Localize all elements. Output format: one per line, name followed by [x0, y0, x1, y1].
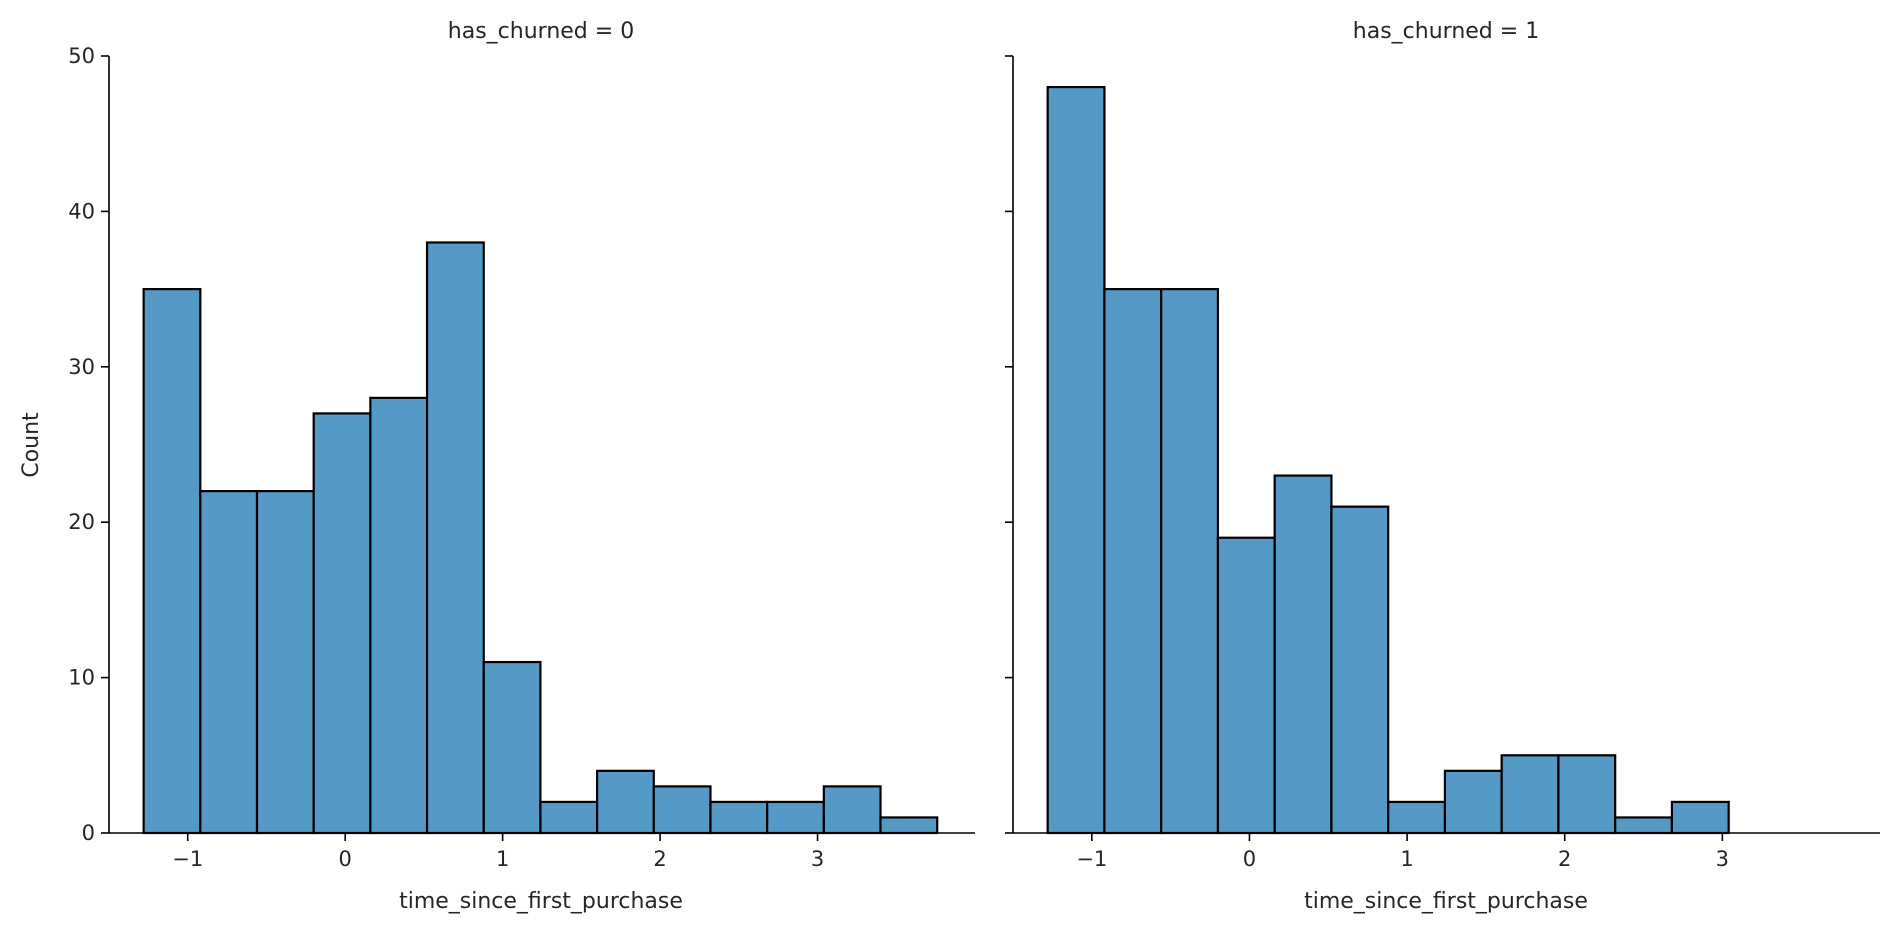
- x-ticks-group: −1 0 1 2 3: [172, 833, 824, 871]
- histogram-bar: [709, 800, 769, 835]
- bars-group: [142, 241, 939, 835]
- histogram-bar: [312, 412, 372, 835]
- y-tick-label: 30: [68, 355, 95, 379]
- histogram-bar: [199, 490, 259, 835]
- x-axis-label: time_since_first_purchase: [1304, 889, 1588, 914]
- histogram-panel-has-churned-1: has_churned = 1 −1 0 1 2 3 time_since_first_…: [1005, 19, 1880, 914]
- y-axis-label: Count: [19, 412, 44, 478]
- x-tick-label: 0: [338, 847, 351, 871]
- x-tick-label: 3: [811, 847, 824, 871]
- y-tick-label: 0: [82, 821, 95, 845]
- x-axis-label: time_since_first_purchase: [399, 889, 683, 914]
- histogram-bar: [1387, 800, 1447, 835]
- panel-title: has_churned = 1: [1353, 19, 1539, 44]
- x-ticks-group: −1 0 1 2 3: [1076, 833, 1729, 871]
- y-ticks-group: [1005, 55, 1013, 834]
- histogram-bar: [369, 396, 429, 835]
- histogram-bar: [1557, 754, 1617, 835]
- histogram-bar: [1614, 816, 1674, 835]
- bars-group: [1046, 85, 1730, 835]
- panel-title: has_churned = 0: [448, 19, 634, 44]
- x-tick-label: −1: [172, 847, 203, 871]
- histogram-bar: [482, 660, 542, 835]
- histogram-bar: [1160, 288, 1220, 835]
- y-tick-label: 40: [68, 199, 95, 223]
- histogram-bar: [1273, 474, 1333, 835]
- y-tick-label: 10: [68, 666, 95, 690]
- x-tick-label: 0: [1243, 847, 1256, 871]
- y-ticks-group: 0 10 20 30 40 50: [68, 44, 109, 845]
- x-tick-label: 1: [1400, 847, 1413, 871]
- histogram-bar: [1216, 536, 1276, 835]
- histogram-bar: [255, 490, 315, 835]
- histogram-bar: [766, 800, 825, 835]
- histogram-bar: [539, 800, 599, 835]
- histogram-bar: [822, 785, 882, 835]
- histogram-panel-has-churned-0: has_churned = 0 0 10 20 30 40 50 −1 0 1 2 3 time_…: [19, 19, 975, 914]
- x-tick-label: 1: [496, 847, 509, 871]
- histogram-bar: [1046, 85, 1106, 835]
- histogram-bar: [1500, 754, 1560, 835]
- x-tick-label: 3: [1716, 847, 1729, 871]
- y-tick-label: 50: [68, 44, 95, 68]
- histogram-bar: [1670, 800, 1730, 835]
- x-tick-label: −1: [1076, 847, 1107, 871]
- y-tick-label: 20: [68, 510, 95, 534]
- histogram-bar: [596, 769, 655, 835]
- histogram-bar: [652, 785, 712, 835]
- x-tick-label: 2: [1558, 847, 1571, 871]
- histogram-bar: [1330, 505, 1390, 835]
- histogram-bar: [425, 241, 485, 835]
- x-tick-label: 2: [653, 847, 666, 871]
- histogram-bar: [879, 816, 939, 835]
- histogram-bar: [142, 288, 202, 835]
- histogram-bar: [1443, 769, 1503, 835]
- histogram-bar: [1103, 288, 1163, 835]
